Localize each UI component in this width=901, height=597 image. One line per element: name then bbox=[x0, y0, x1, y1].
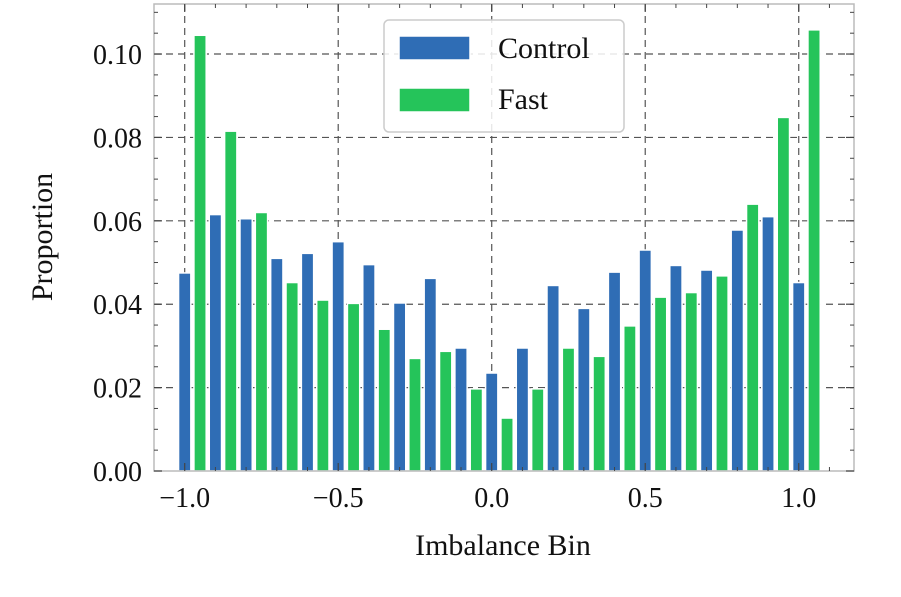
bar-control bbox=[791, 281, 806, 472]
bar-fast bbox=[622, 325, 637, 472]
y-tick-label: 0.04 bbox=[93, 290, 142, 321]
y-tick-label: 0.02 bbox=[93, 374, 142, 405]
bar-fast bbox=[592, 355, 607, 472]
plot-frame bbox=[153, 3, 855, 472]
bar-control bbox=[546, 284, 561, 472]
ticks: −1.0 −0.5 0.0 0.5 1.0 0.00 0.02 0.04 0.06 0.08 0.1… bbox=[93, 4, 854, 514]
y-tick-label: 0.06 bbox=[93, 207, 142, 238]
bar-control bbox=[300, 252, 315, 472]
bar-control bbox=[331, 240, 346, 472]
bar-fast bbox=[223, 130, 238, 472]
legend: Control Fast bbox=[383, 19, 625, 133]
bar-fast bbox=[285, 281, 300, 472]
bar-control bbox=[607, 271, 622, 472]
y-tick-label: 0.00 bbox=[93, 457, 142, 488]
bar-control bbox=[669, 264, 683, 472]
y-axis-label: Proportion bbox=[26, 173, 59, 301]
bar-fast bbox=[684, 291, 699, 472]
bar-control bbox=[423, 277, 438, 472]
bar-control bbox=[239, 217, 253, 472]
bar-control bbox=[392, 302, 407, 472]
bar-control bbox=[515, 347, 530, 472]
bar-control bbox=[269, 257, 284, 472]
bar-control bbox=[454, 347, 468, 472]
bar-control bbox=[730, 229, 745, 472]
legend-swatch-fast bbox=[398, 87, 471, 113]
bar-control bbox=[208, 213, 223, 472]
bar-fast bbox=[500, 417, 514, 472]
bar-fast bbox=[561, 347, 576, 472]
bar-fast bbox=[745, 203, 760, 472]
legend-label-control: Control bbox=[498, 32, 590, 65]
bar-control bbox=[638, 249, 653, 472]
x-tick-label: −1.0 bbox=[159, 483, 210, 514]
x-tick-label: 1.0 bbox=[781, 483, 816, 514]
x-tick-label: 0.0 bbox=[474, 483, 509, 514]
bar-fast bbox=[438, 350, 453, 472]
bar-fast bbox=[193, 34, 207, 472]
y-tick-label: 0.08 bbox=[93, 123, 142, 154]
x-axis-label: Imbalance Bin bbox=[415, 529, 591, 562]
bar-fast bbox=[315, 299, 330, 472]
legend-swatch-control bbox=[398, 35, 471, 61]
bar-fast bbox=[254, 211, 269, 472]
y-tick-label: 0.10 bbox=[93, 40, 142, 71]
x-tick-label: 0.5 bbox=[628, 483, 663, 514]
bar-control bbox=[576, 307, 591, 472]
axes bbox=[153, 3, 855, 472]
bar-control bbox=[484, 372, 499, 472]
bar-control bbox=[177, 272, 192, 472]
bar-fast bbox=[715, 275, 729, 472]
bar-fast bbox=[377, 328, 392, 472]
bar-control bbox=[362, 263, 376, 472]
bar-fast bbox=[408, 357, 422, 472]
bar-fast bbox=[346, 302, 361, 472]
bar-fast bbox=[776, 116, 791, 472]
bar-fast bbox=[530, 388, 545, 472]
bar-fast bbox=[653, 296, 668, 472]
bar-fast bbox=[469, 388, 484, 472]
x-tick-label: −0.5 bbox=[313, 483, 364, 514]
bar-fast bbox=[807, 29, 821, 472]
bar-control bbox=[761, 215, 775, 472]
bars bbox=[177, 29, 821, 472]
bar-control bbox=[699, 269, 714, 472]
legend-label-fast: Fast bbox=[498, 83, 549, 116]
